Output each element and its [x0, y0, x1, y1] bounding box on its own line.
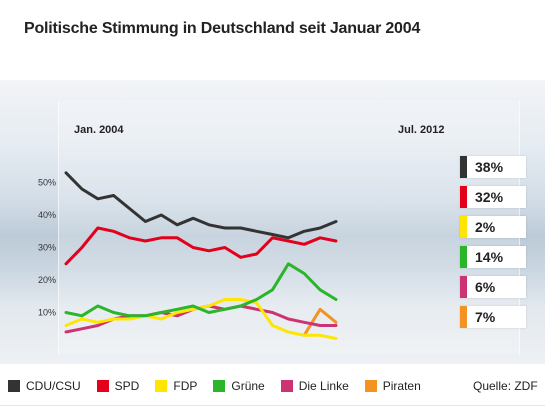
legend-label: FDP	[173, 379, 198, 393]
legend-swatch	[155, 380, 168, 392]
legend-label: SPD	[114, 379, 140, 393]
current-value-label: 6%	[475, 279, 496, 295]
legend-swatch	[96, 380, 109, 392]
current-value-label: 7%	[475, 309, 496, 325]
plot-frame	[58, 101, 520, 355]
legend-label: Die Linke	[298, 379, 349, 393]
y-tick-label: 40%	[38, 210, 56, 220]
current-value-swatch	[460, 156, 467, 178]
y-tick-label: 20%	[38, 275, 56, 285]
current-value-swatch	[460, 276, 467, 298]
y-tick-label: 50%	[38, 178, 56, 188]
series-line-piraten	[302, 307, 338, 337]
current-value-label: 32%	[475, 189, 504, 205]
legend-swatch	[280, 380, 293, 392]
current-value-box-cdu-csu: 38%	[460, 156, 526, 178]
current-value-swatch	[460, 306, 467, 328]
current-value-box-fdp: 2%	[460, 216, 526, 238]
source-note: Quelle: ZDF	[473, 379, 538, 393]
legend-label: Grüne	[231, 379, 265, 393]
legend-swatch	[364, 380, 377, 392]
x-end-label: Jul. 2012	[398, 124, 445, 136]
legend-label: CDU/CSU	[26, 379, 81, 393]
current-value-label: 2%	[475, 219, 496, 235]
current-value-label: 14%	[475, 249, 504, 265]
legend-item-fdp: FDP	[155, 379, 197, 393]
y-tick-label: 10%	[38, 308, 56, 318]
current-value-label: 38%	[475, 159, 504, 175]
series-line-cdu-csu	[64, 171, 338, 240]
legend-label: Piraten	[382, 379, 421, 393]
y-tick-label: 30%	[38, 243, 56, 253]
legend-swatch	[213, 380, 226, 392]
series-line-spd	[64, 226, 338, 266]
legend: CDU/CSU SPD FDP Grüne Die Linke Piraten	[8, 378, 437, 394]
current-value-box-die-linke: 6%	[460, 276, 526, 298]
chart-title: Politische Stimmung in Deutschland seit …	[24, 20, 421, 37]
current-value-swatch	[460, 216, 467, 238]
current-value-swatch	[460, 246, 467, 268]
legend-swatch	[8, 380, 20, 392]
current-value-swatch	[460, 186, 467, 208]
series-line-gr-ne	[64, 262, 338, 318]
legend-item-cdu-csu: CDU/CSU	[8, 379, 81, 393]
current-value-box-gr-ne: 14%	[460, 246, 526, 268]
chart-background-panel	[0, 80, 545, 364]
legend-item-die-linke: Die Linke	[280, 379, 349, 393]
divider	[0, 405, 545, 406]
legend-item-gruene: Grüne	[213, 379, 265, 393]
legend-item-piraten: Piraten	[364, 379, 421, 393]
current-value-box-piraten: 7%	[460, 306, 526, 328]
x-start-label: Jan. 2004	[74, 124, 124, 136]
current-value-box-spd: 32%	[460, 186, 526, 208]
legend-item-spd: SPD	[96, 379, 140, 393]
